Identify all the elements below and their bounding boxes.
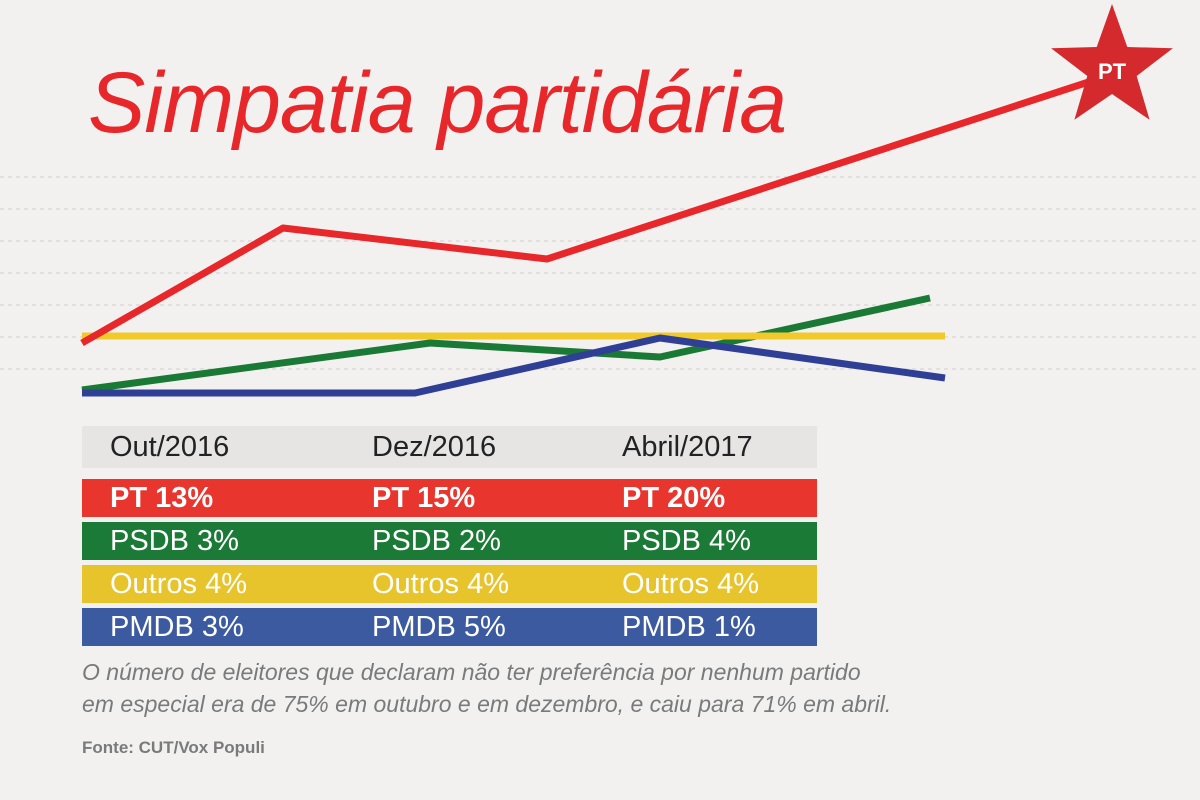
pt-star-label: PT [1098, 59, 1127, 84]
cell-pt-out: PT 13% [110, 481, 214, 514]
cell-pt-dez: PT 15% [372, 481, 476, 514]
series-line-pmdb [82, 334, 946, 397]
chart-title: Simpatia partidária [88, 55, 787, 151]
footnote-line-1: O número de eleitores que declaram não t… [82, 659, 861, 685]
cell-pmdb-abril: PMDB 1% [622, 610, 756, 643]
table-row-psdb: PSDB 3% PSDB 2% PSDB 4% [82, 522, 817, 560]
cell-pmdb-dez: PMDB 5% [372, 610, 506, 643]
series-line-psdb [81, 294, 931, 394]
series-line-pt [80, 71, 1112, 347]
source-credit: Fonte: CUT/Vox Populi [82, 738, 265, 757]
table-row-pmdb: PMDB 3% PMDB 5% PMDB 1% [82, 608, 817, 646]
table-row-outros: Outros 4% Outros 4% Outros 4% [82, 565, 817, 603]
cell-outros-out: Outros 4% [110, 567, 247, 600]
cell-psdb-abril: PSDB 4% [622, 524, 751, 557]
cell-outros-dez: Outros 4% [372, 567, 509, 600]
cell-pmdb-out: PMDB 3% [110, 610, 244, 643]
cell-psdb-out: PSDB 3% [110, 524, 239, 557]
footnote-line-2: em especial era de 75% em outubro e em d… [82, 691, 892, 717]
cell-psdb-dez: PSDB 2% [372, 524, 501, 557]
footnote: O número de eleitores que declaram não t… [82, 656, 1042, 720]
table-header-row: Out/2016 Dez/2016 Abril/2017 [82, 426, 817, 468]
data-table: Out/2016 Dez/2016 Abril/2017 PT 13% PT 1… [82, 426, 817, 651]
header-cell-dez2016: Dez/2016 [372, 430, 497, 463]
cell-pt-abril: PT 20% [622, 481, 726, 514]
header-cell-abril2017: Abril/2017 [622, 430, 753, 463]
table-row-pt: PT 13% PT 15% PT 20% [82, 479, 817, 517]
header-cell-out2016: Out/2016 [110, 430, 230, 463]
cell-outros-abril: Outros 4% [622, 567, 759, 600]
pt-star-icon [1051, 4, 1173, 120]
